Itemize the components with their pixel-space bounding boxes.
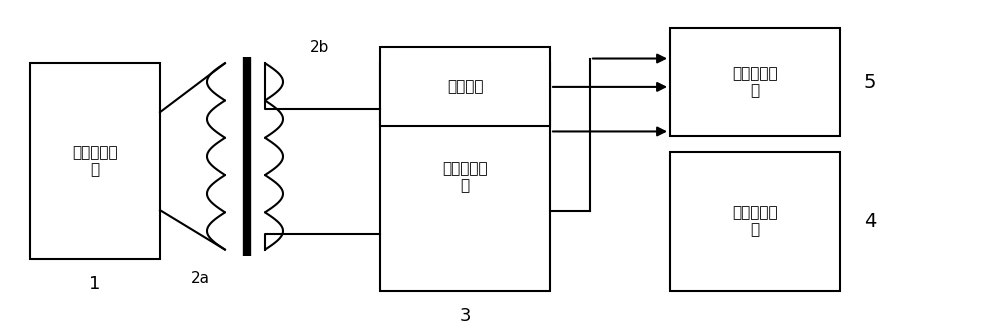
Bar [670, 29, 840, 136]
Text: 1: 1 [89, 275, 101, 293]
Text: 4: 4 [864, 212, 876, 231]
Text: 第一输出电
路: 第一输出电 路 [732, 205, 778, 237]
Bar [380, 63, 550, 291]
Bar [670, 152, 840, 291]
Bar [30, 63, 160, 259]
Text: 第二输出电
路: 第二输出电 路 [732, 66, 778, 98]
Bar [380, 47, 550, 126]
Text: 2b: 2b [310, 40, 330, 55]
Text: 5: 5 [864, 73, 876, 92]
Text: 震荡驱动电
路: 震荡驱动电 路 [72, 145, 118, 177]
Text: 3: 3 [459, 307, 471, 325]
Text: 2a: 2a [190, 271, 210, 286]
Text: 峰値检测电
路: 峰値检测电 路 [442, 161, 488, 193]
Text: 参考电压: 参考电压 [447, 79, 483, 94]
